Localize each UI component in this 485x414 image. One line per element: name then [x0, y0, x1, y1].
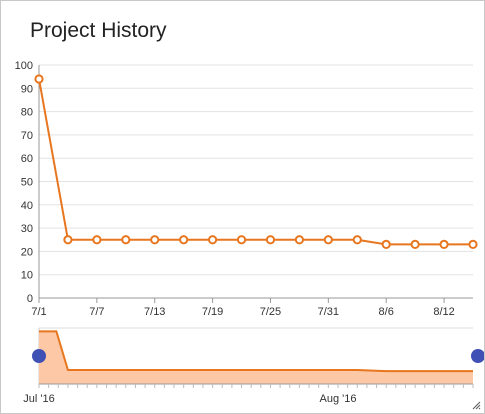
navigator-line — [39, 330, 473, 373]
y-axis: 0 10 20 30 40 50 60 70 80 90 100 — [15, 60, 40, 305]
data-point[interactable] — [208, 235, 218, 245]
data-point[interactable] — [410, 239, 420, 250]
plot-area — [34, 74, 478, 250]
resize-handle-icon[interactable] — [472, 401, 481, 410]
data-point[interactable] — [236, 235, 247, 245]
data-point[interactable] — [294, 235, 304, 245]
data-point[interactable] — [265, 235, 276, 245]
navigator-label: Jul '16 — [23, 393, 54, 405]
data-point[interactable] — [92, 235, 102, 245]
x-axis: 7/1 7/7 7/13 7/19 7/25 7/31 8/6 8/12 — [31, 298, 455, 318]
data-point[interactable] — [323, 235, 333, 245]
data-point[interactable] — [352, 235, 362, 245]
y-tick-label: 90 — [21, 83, 33, 95]
x-tick-label: 7/7 — [89, 306, 104, 318]
y-tick-label: 0 — [27, 293, 33, 305]
y-tick-label: 100 — [15, 60, 33, 72]
y-tick-label: 80 — [21, 107, 33, 119]
data-point[interactable] — [63, 235, 73, 245]
y-tick-label: 20 — [21, 246, 33, 258]
navigator-area — [39, 331, 473, 384]
data-point[interactable] — [121, 235, 131, 245]
x-tick-label: 7/19 — [202, 306, 223, 318]
y-tick-label: 40 — [21, 200, 33, 212]
x-tick-label: 8/12 — [433, 306, 454, 318]
navigator-handle-right[interactable] — [471, 349, 484, 363]
navigator[interactable]: Jul '16 Aug '16 — [23, 327, 484, 405]
navigator-label: Aug '16 — [319, 393, 356, 405]
navigator-handle-left[interactable] — [32, 349, 46, 363]
y-tick-label: 30 — [21, 223, 33, 235]
y-tick-label: 10 — [21, 270, 33, 282]
x-tick-label: 8/6 — [379, 306, 394, 318]
grid-lines — [39, 64, 473, 299]
x-tick-label: 7/31 — [318, 306, 339, 318]
data-point[interactable] — [150, 235, 160, 245]
x-tick-label: 7/13 — [144, 306, 165, 318]
y-tick-label: 60 — [21, 153, 33, 165]
x-tick-label: 7/1 — [31, 306, 46, 318]
y-tick-label: 50 — [21, 177, 33, 189]
series-line — [38, 78, 473, 246]
data-point[interactable] — [439, 239, 449, 250]
data-point[interactable] — [34, 74, 44, 84]
data-point[interactable] — [179, 235, 189, 245]
x-tick-label: 7/25 — [260, 306, 281, 318]
chart-title: Project History — [30, 19, 167, 42]
data-point[interactable] — [381, 239, 391, 250]
data-point[interactable] — [468, 239, 478, 250]
y-tick-label: 70 — [21, 130, 33, 142]
